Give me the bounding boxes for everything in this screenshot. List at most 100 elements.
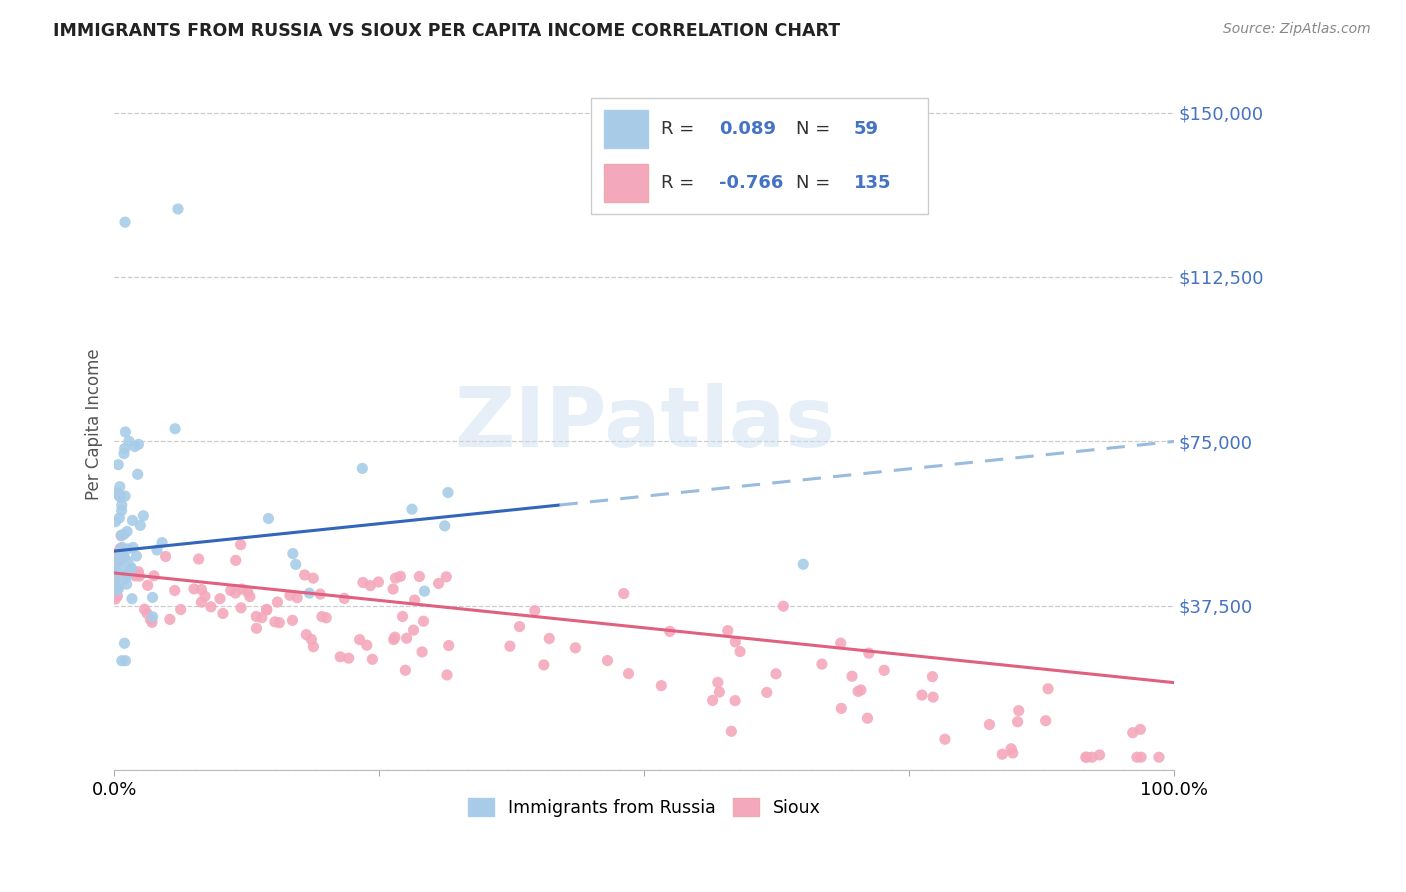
Point — [105, 582, 128, 597]
Point — [229, 600, 252, 615]
Point — [856, 711, 879, 725]
Point — [108, 489, 131, 503]
Point — [136, 607, 159, 621]
Point — [858, 646, 880, 660]
Point — [122, 541, 145, 555]
Point — [849, 682, 872, 697]
Point — [509, 619, 531, 633]
Point — [934, 732, 956, 747]
Point — [115, 567, 138, 582]
Point — [104, 591, 127, 606]
Point — [841, 669, 863, 683]
Point — [404, 593, 426, 607]
Point — [120, 561, 142, 575]
Point — [257, 511, 280, 525]
Point — [846, 684, 869, 698]
Point — [208, 591, 231, 606]
Point — [1081, 750, 1104, 764]
Point — [159, 612, 181, 626]
Point — [356, 638, 378, 652]
Point — [256, 602, 278, 616]
Point — [650, 679, 672, 693]
Point — [302, 571, 325, 585]
Point — [165, 422, 187, 436]
Point — [231, 582, 253, 596]
Point — [110, 529, 132, 543]
Point — [596, 654, 619, 668]
Point — [266, 595, 288, 609]
Point — [170, 602, 193, 616]
Point — [115, 577, 138, 591]
Bar — [605, 110, 648, 148]
Point — [412, 614, 434, 628]
Text: R =: R = — [661, 120, 700, 138]
Point — [108, 480, 131, 494]
Point — [141, 615, 163, 630]
Point — [772, 599, 794, 614]
Point — [141, 591, 163, 605]
Point — [873, 663, 896, 677]
Point — [108, 541, 131, 556]
Point — [361, 652, 384, 666]
Point — [112, 527, 135, 541]
Point — [125, 549, 148, 563]
Point — [658, 624, 681, 639]
Point — [194, 589, 217, 603]
Point — [256, 603, 278, 617]
Point — [728, 644, 751, 658]
Point — [1129, 723, 1152, 737]
Point — [384, 571, 406, 585]
Point — [352, 575, 374, 590]
Point — [792, 558, 814, 572]
Point — [564, 640, 586, 655]
Point — [284, 558, 307, 572]
Point — [1147, 750, 1170, 764]
Point — [219, 583, 242, 598]
Point — [143, 569, 166, 583]
Point — [150, 535, 173, 549]
Point — [811, 657, 834, 672]
Text: IMMIGRANTS FROM RUSSIA VS SIOUX PER CAPITA INCOME CORRELATION CHART: IMMIGRANTS FROM RUSSIA VS SIOUX PER CAPI… — [53, 22, 841, 40]
Point — [359, 579, 381, 593]
Point — [142, 609, 165, 624]
Point — [523, 604, 546, 618]
Point — [132, 508, 155, 523]
Point — [114, 442, 136, 456]
Point — [281, 547, 304, 561]
Point — [613, 586, 636, 600]
Point — [264, 615, 287, 629]
Point — [1074, 750, 1097, 764]
Point — [124, 569, 146, 583]
Point — [127, 467, 149, 482]
Text: R =: R = — [661, 174, 700, 192]
Point — [617, 666, 640, 681]
Point — [1130, 750, 1153, 764]
Point — [991, 747, 1014, 762]
Point — [155, 549, 177, 564]
Point — [709, 685, 731, 699]
Point — [720, 724, 742, 739]
Point — [114, 489, 136, 503]
Point — [434, 570, 457, 584]
Point — [367, 574, 389, 589]
Point — [911, 688, 934, 702]
Point — [225, 553, 247, 567]
Point — [427, 576, 450, 591]
Point — [315, 611, 337, 625]
Point — [212, 607, 235, 621]
Point — [146, 543, 169, 558]
Point — [115, 524, 138, 539]
Point — [269, 615, 291, 630]
Point — [1126, 750, 1149, 764]
Point — [707, 675, 730, 690]
Point — [105, 561, 128, 575]
Text: N =: N = — [796, 120, 837, 138]
Point — [114, 425, 136, 439]
Point — [245, 609, 267, 624]
Point — [200, 599, 222, 614]
Point — [114, 636, 136, 650]
Point — [236, 585, 259, 599]
Point — [389, 569, 412, 583]
Point — [121, 591, 143, 606]
Point — [112, 447, 135, 461]
